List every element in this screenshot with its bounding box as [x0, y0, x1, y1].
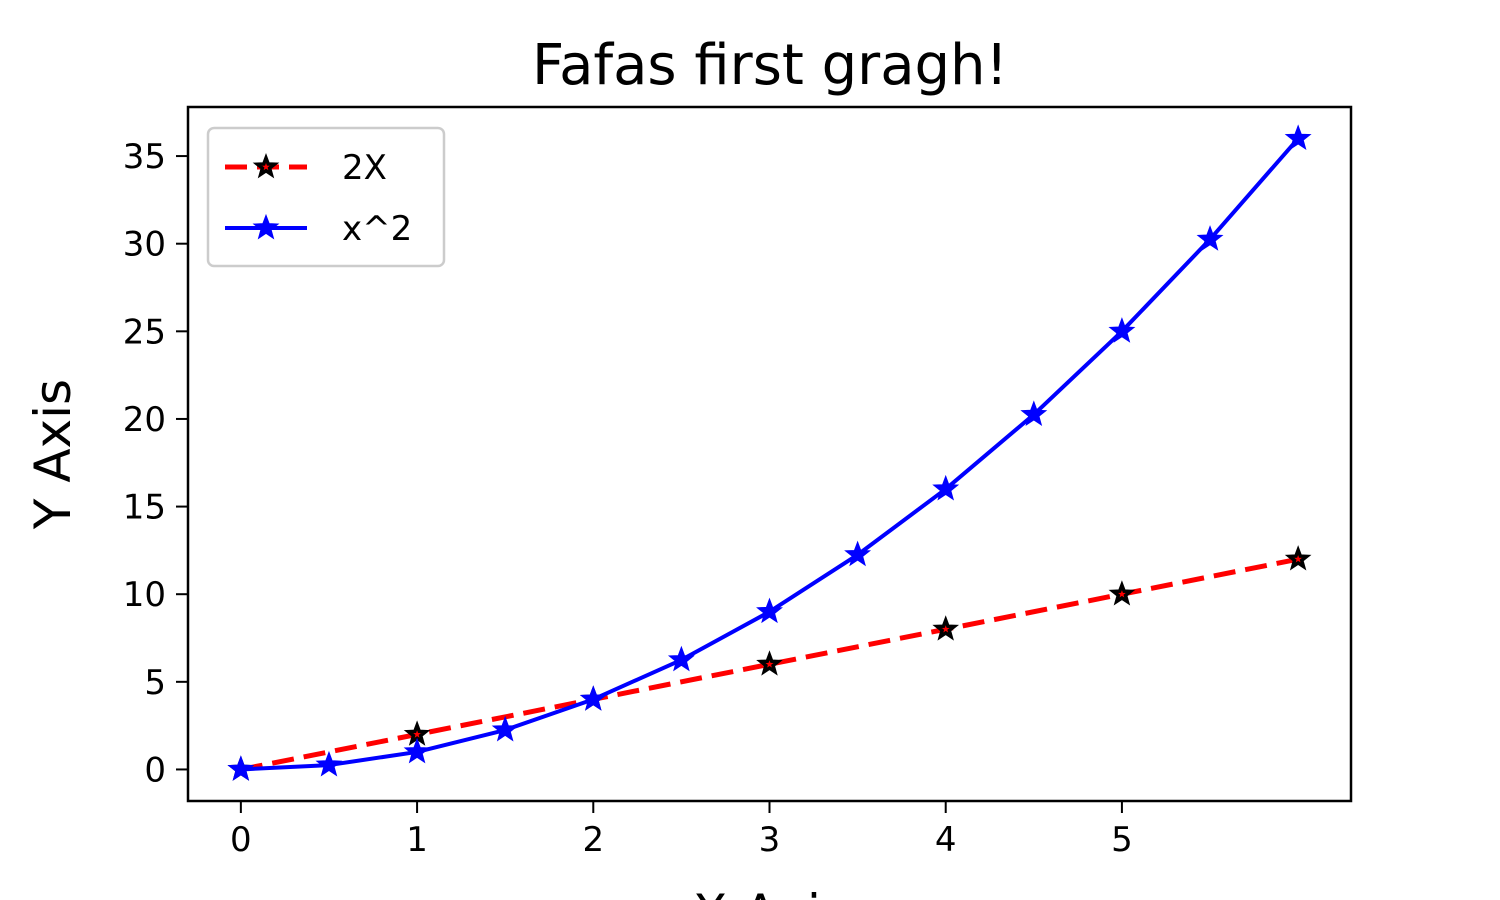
series-2-point [932, 474, 960, 501]
series-1-point [1108, 580, 1136, 606]
legend-label-1: 2X [342, 148, 387, 188]
series-1-point [1284, 545, 1312, 571]
series-1-point [756, 650, 783, 676]
y-tick-label: 5 [144, 663, 166, 703]
series-2-point [756, 597, 783, 624]
y-tick-label: 30 [123, 225, 166, 265]
x-axis-title: X Axis [693, 884, 847, 900]
series-2-point [403, 737, 431, 764]
x-tick-label: 2 [582, 820, 604, 860]
legend-marker-1 [252, 153, 280, 179]
series-2-point [227, 755, 255, 781]
x-tick-label: 0 [230, 820, 252, 860]
legend: 2X x^2 [206, 126, 446, 268]
series-2-point [667, 645, 695, 672]
series-1-point [932, 615, 960, 641]
series-2-point [1108, 317, 1136, 343]
y-tick-label: 35 [123, 137, 166, 177]
legend-marker-2 [252, 213, 280, 240]
chart-title: Fafas first gragh! [532, 33, 1008, 98]
series-2-point [844, 540, 872, 567]
series-2-point [1196, 225, 1224, 251]
y-tick-label: 10 [123, 575, 166, 615]
y-tick-label: 0 [144, 750, 166, 790]
x-tick-label: 1 [406, 820, 428, 860]
legend-label-2: x^2 [342, 209, 412, 249]
series-2-point [579, 685, 607, 711]
series-2-point [491, 715, 519, 742]
y-tick-label: 15 [123, 488, 166, 528]
plot-area: 0 1 2 3 4 5 0 5 10 15 20 25 30 35 [123, 105, 1353, 860]
x-tick-label: 5 [1111, 820, 1133, 860]
series-2-point [315, 750, 343, 777]
x-tick-label: 4 [935, 820, 957, 860]
series-2-point [1284, 124, 1312, 150]
y-tick-label: 25 [123, 312, 166, 352]
series-2-point [1020, 400, 1048, 427]
y-axis-title: Y Axis [24, 379, 82, 530]
x-tick-label: 3 [759, 820, 781, 860]
y-tick-label: 20 [123, 400, 166, 440]
